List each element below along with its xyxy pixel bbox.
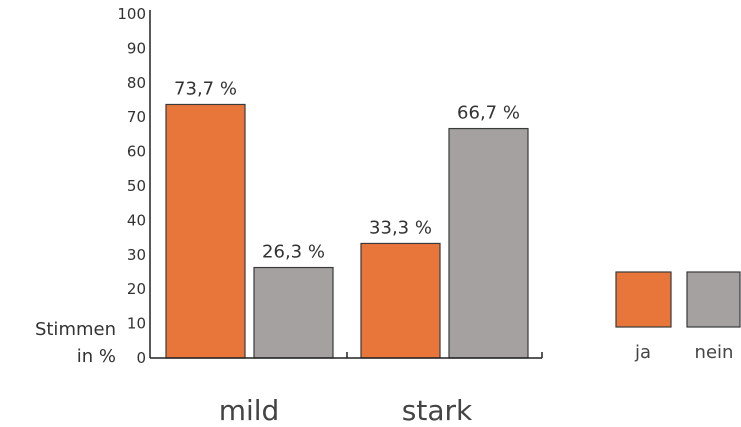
y-tick-label: 50 bbox=[127, 177, 146, 195]
bar-nein-mild bbox=[253, 266, 334, 359]
data-label: 33,3 % bbox=[369, 217, 432, 238]
bar-ja-mild bbox=[165, 103, 246, 359]
y-axis-label-line: in % bbox=[77, 346, 116, 367]
legend-label-nein: nein bbox=[695, 342, 734, 363]
y-tick-label: 60 bbox=[127, 143, 146, 161]
legend: ja nein bbox=[615, 271, 741, 363]
legend-swatch-nein bbox=[686, 271, 741, 328]
legend-label-ja: ja bbox=[634, 342, 651, 363]
bar-ja-stark bbox=[360, 242, 441, 359]
y-tick-label: 40 bbox=[127, 211, 146, 229]
y-tick-label: 0 bbox=[136, 349, 146, 367]
y-tick-label: 100 bbox=[117, 5, 146, 23]
bar-nein-stark bbox=[448, 127, 529, 359]
data-label: 66,7 % bbox=[457, 103, 520, 124]
y-axis-label: Stimmen in % bbox=[35, 319, 116, 367]
y-tick-label: 70 bbox=[127, 108, 146, 126]
y-tick-label: 90 bbox=[127, 39, 146, 57]
legend-swatch-ja bbox=[615, 271, 672, 328]
x-category-label: mild bbox=[219, 394, 280, 427]
y-axis-label-line: Stimmen bbox=[35, 319, 116, 340]
x-axis: mild stark bbox=[150, 352, 543, 427]
data-label: 26,3 % bbox=[262, 242, 325, 263]
y-axis: 0 10 20 30 40 50 60 70 80 90 100 bbox=[117, 5, 151, 367]
y-tick-label: 30 bbox=[127, 246, 146, 264]
y-tick-label: 20 bbox=[127, 280, 146, 298]
y-tick-label: 80 bbox=[127, 74, 146, 92]
bars: 73,7 % 26,3 % 33,3 % 66,7 % bbox=[165, 78, 529, 359]
data-label: 73,7 % bbox=[174, 78, 237, 99]
y-tick-label: 10 bbox=[127, 315, 146, 333]
x-category-label: stark bbox=[402, 394, 473, 427]
